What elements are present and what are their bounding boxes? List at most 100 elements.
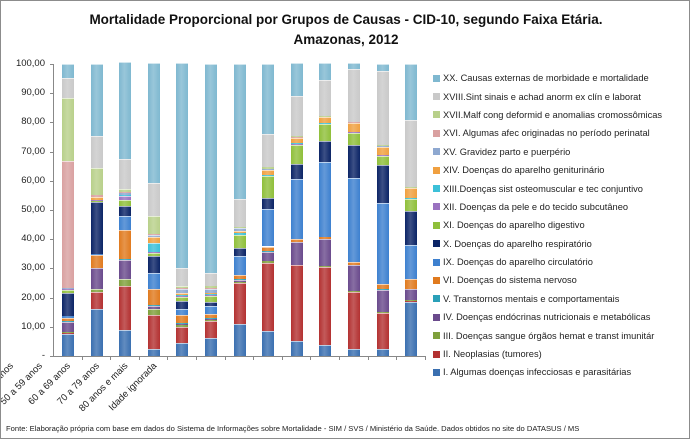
legend-label: VI. Doenças do sistema nervoso — [443, 275, 577, 286]
bar-segment — [233, 255, 246, 275]
bar-segment — [262, 174, 275, 176]
legend-label: III. Doenças sangue órgãos hemat e trans… — [443, 330, 655, 341]
x-tick-mark — [81, 356, 83, 360]
legend-item: XIII.Doenças sist osteomuscular e tec co… — [433, 179, 662, 197]
bar-segment — [205, 313, 217, 319]
bar-segment — [348, 69, 360, 122]
bar-segment — [405, 120, 418, 187]
y-tick-mark — [50, 326, 53, 328]
bar-segment — [405, 199, 418, 211]
bar-segment — [176, 293, 189, 296]
bar-segment — [376, 289, 389, 313]
bar-segment — [348, 122, 360, 132]
bar-segment — [176, 314, 189, 324]
bar-segment — [205, 64, 217, 274]
bar-segment — [376, 155, 389, 156]
x-axis-line — [53, 356, 425, 357]
bar-segment — [62, 321, 74, 332]
bar-segment — [119, 329, 132, 356]
bar-segment — [348, 121, 360, 123]
bar-segment — [90, 291, 103, 310]
legend-label: V. Transtornos mentais e comportamentais — [443, 293, 620, 304]
bar-segment — [62, 77, 74, 99]
legend-swatch — [433, 240, 440, 248]
bar-segment — [348, 132, 360, 133]
x-tick-mark — [167, 356, 169, 360]
x-tick-mark — [138, 356, 140, 360]
legend-label: XIII.Doenças sist osteomuscular e tec co… — [443, 183, 643, 194]
bar-segment — [90, 254, 103, 256]
x-tick-mark — [110, 356, 112, 360]
bar-segment — [319, 345, 332, 356]
legend-swatch — [433, 74, 440, 82]
legend-swatch — [433, 258, 440, 266]
bar-segment — [348, 132, 360, 145]
bar-segment — [119, 195, 132, 196]
bar-segment — [176, 323, 189, 326]
y-tick-mark — [50, 239, 53, 241]
bar-segment — [205, 301, 217, 307]
bar-segment — [176, 297, 189, 302]
bar-segment — [147, 252, 160, 253]
bar-segment — [290, 164, 303, 180]
bar-segment — [62, 332, 74, 335]
bar-segment — [176, 287, 189, 289]
legend-item: V. Transtornos mentais e comportamentais — [433, 290, 662, 308]
bar-segment — [90, 197, 103, 201]
legend: XX. Causas externas de morbidade e morta… — [433, 69, 662, 382]
bar-segment — [319, 266, 332, 346]
bar-segment — [119, 158, 132, 190]
legend-swatch — [433, 313, 440, 321]
bar-segment — [290, 138, 303, 144]
bar-segment — [319, 122, 332, 124]
bar-segment — [348, 265, 360, 291]
legend-item: VI. Doenças do sistema nervoso — [433, 271, 662, 289]
bar-segment — [119, 285, 132, 330]
y-tick-label: 70,00 — [21, 145, 45, 157]
bar-segment — [62, 98, 74, 161]
legend-label: IV. Doenças endócrinas nutricionais e me… — [443, 312, 651, 323]
bar-segment — [348, 144, 360, 179]
bar-segment — [348, 348, 360, 356]
bar-segment — [405, 301, 418, 356]
bar-segment — [62, 331, 74, 333]
bar-segment — [147, 305, 160, 307]
bar-segment — [90, 201, 103, 255]
y-tick-label: 30,00 — [21, 262, 45, 274]
bar-segment — [119, 229, 132, 259]
legend-swatch — [433, 332, 440, 340]
bar-segment — [233, 234, 246, 236]
bar-segment — [205, 320, 217, 338]
bar-segment — [90, 135, 103, 168]
legend-swatch — [433, 185, 440, 193]
bar-segment — [262, 198, 275, 209]
bar-segment — [205, 306, 217, 314]
bar-segment — [205, 318, 217, 319]
y-tick-label: 40,00 — [21, 233, 45, 245]
legend-swatch — [433, 368, 440, 376]
bar-segment — [205, 287, 217, 289]
legend-item: XII. Doenças da pele e do tecido subcutâ… — [433, 198, 662, 216]
bar-segment — [205, 288, 217, 293]
legend-swatch — [433, 93, 440, 101]
bar-segment — [376, 64, 389, 71]
legend-label: X. Doenças do aparelho respiratório — [443, 238, 592, 249]
bar-segment — [119, 206, 132, 217]
y-tick-label: 50,00 — [21, 204, 45, 215]
y-tick-mark — [50, 356, 53, 357]
bar-segment — [205, 337, 217, 356]
bar-segment — [205, 286, 217, 288]
bar-segment — [90, 167, 103, 196]
bar-segment — [348, 291, 360, 349]
bar-segment — [119, 258, 132, 260]
bar-segment — [205, 295, 217, 297]
bar-segment — [319, 123, 332, 125]
legend-label: XV. Gravidez parto e puerpério — [443, 146, 571, 157]
legend-item: XIV. Doenças do aparelho geniturinário — [433, 161, 662, 179]
bar-segment — [176, 326, 189, 343]
bar-segment — [290, 242, 303, 265]
bar-segment — [62, 288, 74, 290]
bar-segment — [319, 266, 332, 267]
bar-segment — [262, 176, 275, 199]
